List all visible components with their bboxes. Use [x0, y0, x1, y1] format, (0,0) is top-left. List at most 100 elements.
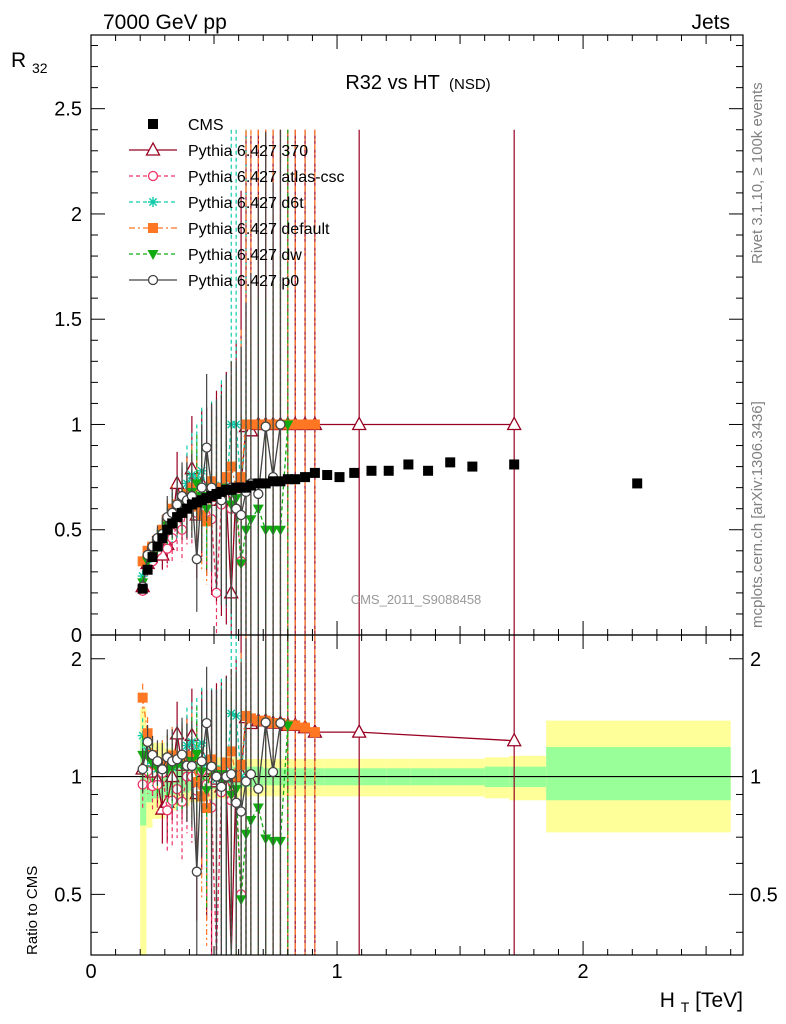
cms-point	[403, 459, 414, 470]
cms-point	[275, 476, 286, 487]
series-p0-ratio-point	[142, 736, 153, 748]
series-p0-ratio-point	[196, 756, 207, 767]
beam-label: 7000 GeV pp	[103, 11, 227, 34]
series-p370-point	[351, 416, 367, 431]
plot-title-main: R32 vs HT	[345, 72, 439, 94]
cms-point	[322, 470, 333, 480]
legend-marker-dw	[147, 250, 159, 260]
series-p370-ratio-point	[351, 723, 367, 738]
series-dw-point	[191, 479, 203, 490]
series-p0-ratio-point	[206, 761, 217, 772]
x-label-main: H	[660, 989, 675, 1012]
cms-point	[334, 472, 345, 483]
main-y-tick-label: 0	[71, 625, 82, 647]
cms-point	[253, 478, 264, 489]
band-green-segment	[546, 747, 731, 801]
cms-point	[309, 467, 320, 478]
series-atlas-point	[211, 587, 222, 599]
series-p0-point	[191, 554, 202, 565]
cms-point	[157, 533, 168, 544]
series-default-point	[290, 419, 301, 430]
analysis-label: CMS_2011_S9088458	[351, 592, 482, 607]
legend-label-p370: Pythia 6.427 370	[188, 143, 308, 160]
main-y-label-sub: 32	[32, 60, 48, 76]
main-y-label-main: R	[11, 49, 26, 72]
x-tick-label: 2	[578, 961, 589, 983]
legend-label-p0: Pythia 6.427 p0	[188, 273, 299, 290]
series-p0-point	[235, 509, 247, 521]
main-y-axis-label: R 32	[11, 49, 48, 76]
series-p0-ratio-point	[191, 866, 202, 877]
plot-title: R32 vs HT (NSD)	[345, 72, 490, 94]
series-default-ratio-point	[137, 692, 148, 703]
main-y-tick-label: 2	[71, 204, 82, 226]
series-p0-ratio-point	[231, 797, 242, 808]
series-p0-point	[275, 419, 286, 430]
legend-marker-default	[148, 223, 158, 233]
band-yellow-segment	[140, 707, 147, 955]
rivet-version-label: Rivet 3.1.10, ≥ 100k events	[749, 82, 766, 264]
cms-point	[162, 524, 173, 535]
cms-point	[467, 461, 478, 472]
cms-point	[245, 480, 256, 491]
series-dw-ratio-point	[191, 749, 203, 760]
cms-point	[290, 474, 301, 485]
main-y-tick-label: 1	[71, 414, 82, 436]
series-p0-ratio-point	[137, 763, 148, 775]
series-p0-ratio	[137, 635, 286, 955]
ratio-y-tick-label: 0.5	[54, 884, 82, 906]
ratio-panel-frame	[90, 634, 744, 956]
cms-point	[137, 583, 148, 594]
legend-marker-d6t	[148, 197, 158, 207]
series-p0-ratio-point	[267, 766, 279, 778]
cms-point	[366, 465, 377, 476]
cms-point	[632, 478, 643, 489]
series-p0-point	[171, 499, 183, 510]
main-y-tick-label: 0.5	[54, 520, 82, 542]
cms-data-points	[137, 457, 643, 594]
series-p0-ratio-point	[216, 781, 227, 793]
cms-point	[383, 465, 394, 476]
legend-label-dw: Pythia 6.427 dw	[188, 247, 302, 264]
cms-point	[167, 518, 178, 529]
series-p0-ratio-point	[152, 755, 163, 767]
series-default-ratio-point	[290, 720, 301, 731]
cms-point	[268, 476, 279, 487]
legend-label-cms: CMS	[188, 117, 224, 134]
axis-ticks	[90, 35, 743, 955]
tick-labels: 0 1 200.511.522.50.5 0.51 12 2	[54, 99, 778, 983]
main-y-tick-label: 1.5	[54, 309, 82, 331]
legend: CMS Pythia 6.427 370 Pythia 6.427 atlas-cs…	[129, 117, 345, 290]
series-p0-ratio-point	[240, 776, 252, 787]
series-default-point	[137, 556, 148, 567]
plot-title-sub: (NSD)	[449, 76, 491, 93]
x-axis-label: H T [TeV]	[660, 989, 743, 1017]
series-p0-ratio-point	[201, 718, 212, 729]
legend-marker-atlas	[147, 170, 159, 182]
main-y-tick-label: 2.5	[54, 99, 82, 121]
legend-label-default: Pythia 6.427 default	[188, 221, 330, 238]
series-p0-point	[196, 482, 207, 493]
mcplots-source-label: mcplots.cern.ch [arXiv:1306.3436]	[749, 401, 766, 628]
series-p0-ratio-point	[260, 717, 271, 728]
ratio-y-tick-label-right: 2	[750, 649, 761, 671]
series-p0-ratio-point	[176, 749, 188, 760]
ratio-panel-series	[135, 635, 522, 956]
series-p0-point	[253, 488, 264, 500]
legend-label-d6t: Pythia 6.427 d6t	[188, 195, 304, 212]
series-default-ratio-point	[300, 722, 311, 733]
cms-point	[260, 478, 271, 489]
series-p0-ratio-point	[226, 768, 237, 780]
ratio-y-axis-label: Ratio to CMS	[24, 866, 41, 955]
cms-point	[349, 467, 360, 478]
cms-point	[509, 459, 520, 470]
legend-marker-p370	[145, 141, 161, 156]
series-p0-ratio-point	[253, 783, 264, 794]
cms-point	[445, 457, 456, 468]
series-p0-point	[201, 442, 212, 453]
series-p0-ratio-point	[275, 717, 286, 729]
legend-marker-cms	[148, 119, 158, 129]
ratio-y-tick-label: 2	[71, 649, 82, 671]
series-p370-ratio-point	[506, 732, 522, 747]
